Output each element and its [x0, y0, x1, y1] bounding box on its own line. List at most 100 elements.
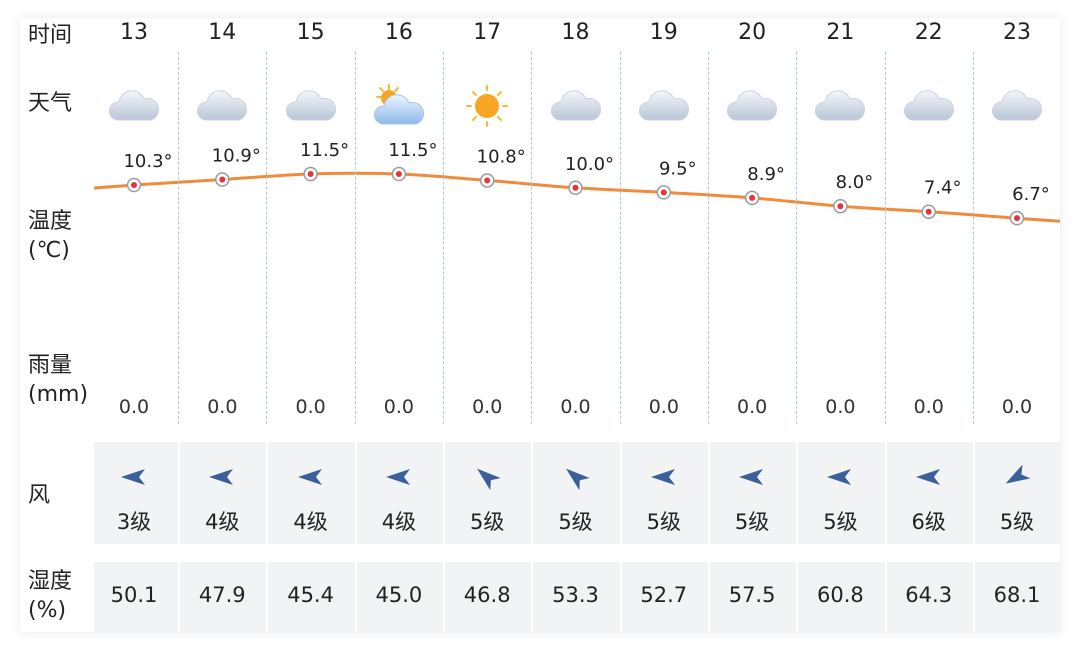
humidity-cell-divider — [266, 562, 268, 632]
wind-cell-divider — [796, 442, 798, 544]
wind-level: 5级 — [646, 510, 681, 534]
temperature-label: 11.5° — [388, 140, 437, 161]
cloud-icon — [636, 82, 692, 130]
temperature-label: 10.3° — [123, 151, 172, 172]
wind-cell-divider — [620, 442, 622, 544]
temperature-point — [479, 173, 495, 188]
humidity-cell-divider — [796, 562, 798, 632]
temperature-point — [921, 204, 936, 219]
temperature-label: 8.9° — [747, 164, 785, 185]
row-label-weather: 天气 — [28, 91, 73, 116]
temperature-label: 6.7° — [1012, 184, 1050, 205]
wind-cell-divider — [708, 442, 710, 544]
temperature-point — [833, 198, 848, 214]
rainfall-value: 0.0 — [207, 396, 238, 418]
cloud-icon — [106, 82, 162, 130]
temperature-label: 10.0° — [565, 154, 614, 175]
wind-direction-icon — [384, 462, 414, 492]
temperature-point — [656, 185, 672, 200]
wind-direction-icon — [472, 462, 502, 492]
column-divider — [973, 52, 974, 424]
temperature-label: 10.9° — [212, 146, 261, 167]
temperature-point — [126, 177, 142, 193]
humidity-value: 57.5 — [728, 583, 776, 607]
temperature-point — [744, 190, 760, 206]
wind-direction-icon — [825, 462, 855, 492]
cloud-icon — [283, 82, 339, 130]
humidity-value: 52.7 — [640, 583, 688, 607]
cloud-icon — [548, 82, 604, 130]
wind-level: 6级 — [911, 510, 946, 534]
hour-label: 21 — [826, 20, 855, 45]
wind-direction-icon — [914, 462, 944, 492]
humidity-value: 46.8 — [463, 583, 511, 607]
humidity-value: 68.1 — [993, 583, 1041, 607]
hour-label: 16 — [384, 20, 413, 45]
wind-level: 3级 — [116, 510, 152, 534]
rainfall-value: 0.0 — [913, 396, 944, 418]
hour-label: 13 — [120, 20, 148, 45]
temperature-label: 8.0° — [836, 172, 874, 193]
temperature-label: 7.4° — [924, 178, 962, 199]
wind-level: 4级 — [205, 510, 240, 534]
cloud-icon — [901, 82, 957, 130]
temperature-point — [303, 166, 318, 182]
humidity-value: 64.3 — [905, 583, 953, 607]
temperature-point — [568, 180, 583, 196]
hour-label: 18 — [561, 20, 590, 45]
partly-cloudy-icon — [371, 82, 427, 130]
wind-cell-divider — [443, 442, 445, 544]
rainfall-value: 0.0 — [472, 396, 503, 418]
temperature-point — [391, 166, 407, 182]
humidity-value: 45.4 — [287, 583, 334, 607]
wind-level: 4级 — [293, 510, 328, 534]
humidity-cell-divider — [708, 562, 710, 632]
wind-direction-icon — [561, 462, 591, 492]
humidity-cell-divider — [355, 562, 357, 632]
wind-level: 5级 — [558, 510, 593, 534]
cloud-icon — [194, 82, 250, 130]
wind-cell-divider — [266, 442, 268, 544]
column-divider — [355, 52, 356, 424]
humidity-cell-divider — [620, 562, 622, 632]
humidity-value: 45.0 — [375, 583, 423, 607]
column-divider — [178, 52, 179, 424]
wind-level: 5级 — [470, 510, 505, 534]
humidity-cell-divider — [531, 562, 533, 632]
row-label-rainfall-unit: (mm) — [28, 382, 89, 407]
wind-cell-divider — [355, 442, 357, 544]
rainfall-value: 0.0 — [648, 396, 679, 418]
rainfall-value: 0.0 — [560, 396, 591, 418]
rainfall-value: 0.0 — [736, 396, 768, 418]
rainfall-value: 0.0 — [295, 396, 326, 418]
cloud-icon — [724, 82, 780, 130]
rainfall-value: 0.0 — [825, 396, 856, 418]
row-label-humidity: 湿度 — [28, 569, 73, 594]
wind-cell-divider — [531, 442, 533, 544]
humidity-row-band — [94, 562, 1060, 632]
humidity-value: 53.3 — [552, 583, 599, 607]
wind-cell-divider — [178, 442, 180, 544]
column-divider — [620, 52, 621, 424]
wind-level: 4级 — [381, 510, 417, 534]
cloud-icon — [989, 82, 1045, 130]
wind-direction-icon — [1002, 462, 1032, 492]
wind-direction-icon — [207, 462, 237, 492]
row-label-rainfall: 雨量 — [28, 353, 73, 378]
wind-direction-icon — [649, 462, 679, 492]
temperature-label: 10.8° — [477, 146, 526, 167]
column-divider — [531, 52, 532, 424]
column-divider — [443, 52, 444, 424]
column-divider — [885, 52, 886, 424]
rainfall-value: 0.0 — [383, 396, 414, 418]
column-divider — [266, 52, 267, 424]
wind-direction-icon — [296, 462, 326, 492]
temperature-point — [215, 172, 230, 187]
wind-direction-icon — [119, 462, 149, 492]
wind-row-band — [94, 442, 1060, 544]
hour-label: 14 — [208, 20, 237, 45]
sun-icon — [459, 82, 515, 130]
hour-label: 23 — [1003, 20, 1031, 45]
